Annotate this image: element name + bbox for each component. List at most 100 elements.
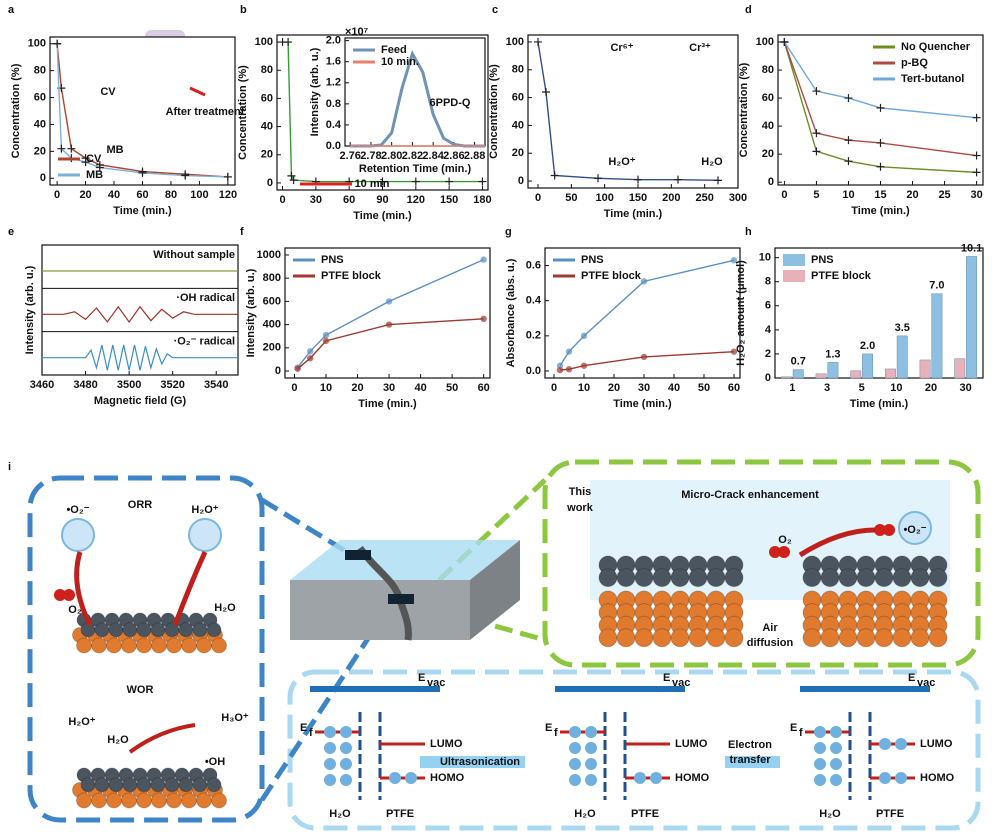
atom (136, 777, 152, 793)
x-tick-label: 100 (595, 192, 613, 204)
point (556, 366, 564, 374)
atom (91, 637, 107, 654)
electron (634, 772, 646, 784)
x-axis-label: Magnetic field (G) (94, 395, 187, 407)
homo: HOMO (920, 772, 955, 784)
y-tick-label: 0 (768, 176, 774, 188)
slab-front (290, 580, 470, 640)
y-tick-label: 1000 (257, 249, 281, 261)
atom (108, 622, 124, 638)
point (730, 257, 738, 264)
y-tick-label: 0.0 (326, 140, 341, 152)
plot-frame (41, 244, 239, 376)
x-tick-label: 1 (789, 382, 795, 394)
atom (80, 777, 96, 793)
annotation: H₂O⁺ (608, 156, 635, 168)
annotation: Cr³⁺ (689, 42, 711, 54)
y-tick-label: 0 (40, 172, 46, 184)
x-tick-label: 30 (970, 189, 982, 201)
atom (910, 628, 930, 648)
legend-swatch (783, 270, 805, 282)
diagram-label: work (566, 502, 594, 514)
point (674, 175, 682, 184)
x-tick-label: 10 (578, 382, 590, 394)
y-tick-label: 6 (765, 300, 771, 312)
x-tick-label: 60 (728, 382, 740, 394)
electron (814, 774, 826, 786)
left-label: H₂O (819, 808, 841, 820)
homo: HOMO (430, 772, 465, 784)
x-tick-label: 120 (407, 194, 425, 206)
x-tick-label: 2.86 (443, 150, 464, 162)
legend-label: 10 min. (381, 56, 419, 68)
atom (874, 568, 894, 588)
bar (896, 335, 908, 379)
point (287, 171, 296, 180)
molecule (883, 524, 895, 536)
y-tick-label: 4 (765, 324, 772, 336)
molecule (874, 524, 886, 536)
y-tick-label: 60 (261, 92, 273, 104)
bubble (61, 518, 95, 552)
y-tick-label: 20 (512, 147, 524, 159)
legend-label: CV (86, 153, 102, 165)
atom (136, 622, 152, 638)
atom (670, 568, 690, 588)
y-axis-label: Intensity (arb. u.) (24, 265, 36, 354)
y-axis-label: H₂O₂ amount (μmol) (735, 260, 747, 366)
x-tick-label: 60 (343, 194, 355, 206)
x-axis-label: Time (min.) (113, 205, 172, 217)
arrow (798, 527, 876, 558)
x-tick-label: 200 (662, 192, 680, 204)
point (565, 366, 573, 373)
x-axis-label: Time (min.) (358, 398, 417, 410)
atom (820, 568, 840, 588)
lumo: LUMO (430, 738, 463, 750)
legend-label: Feed (381, 44, 407, 56)
panel-label: c (492, 4, 498, 16)
molecule (778, 546, 790, 558)
y-tick-label: 0 (275, 365, 281, 377)
atom (928, 628, 948, 648)
ef: E (790, 722, 797, 734)
legend-label: p-BQ (901, 57, 928, 69)
atom (192, 777, 208, 793)
point (580, 362, 588, 369)
bar (792, 369, 804, 379)
atom (76, 792, 92, 809)
molecule (63, 589, 75, 601)
y-tick-label: 80 (512, 64, 524, 76)
y-tick-label: 20 (261, 149, 273, 161)
y-tick-label: 100 (756, 36, 774, 48)
x-axis-label: Time (min.) (604, 208, 663, 220)
evac: E (908, 672, 915, 684)
ef-sub: f (309, 727, 313, 739)
atom (820, 628, 840, 648)
electron (879, 738, 891, 750)
y-axis-label: Intensity (arb. u.) (309, 47, 321, 136)
diagram-label: WOR (127, 684, 154, 696)
atom (856, 628, 876, 648)
x-tick-label: 100 (190, 189, 208, 201)
x-tick-label: 50 (565, 192, 577, 204)
x-tick-label: 120 (219, 189, 237, 201)
y-tick-label: 80 (261, 64, 273, 76)
slab-side (470, 540, 520, 640)
x-tick-label: 30 (383, 382, 395, 394)
x-tick-label: 50 (446, 382, 458, 394)
ef: E (545, 722, 552, 734)
y-tick-label: 100 (255, 36, 273, 48)
atom (670, 628, 690, 648)
panel-label: f (240, 226, 244, 238)
atom (634, 628, 654, 648)
atom (192, 622, 208, 638)
atom (122, 622, 138, 638)
x-tick-label: 0 (54, 189, 60, 201)
electron (650, 772, 662, 784)
y-axis-label: Concentration (%) (237, 65, 249, 160)
bubble (188, 518, 222, 552)
point (95, 163, 104, 172)
y-tick-label: 0.8 (326, 98, 341, 110)
x-tick-label: 300 (729, 192, 747, 204)
x-tick-label: 3 (824, 382, 830, 394)
